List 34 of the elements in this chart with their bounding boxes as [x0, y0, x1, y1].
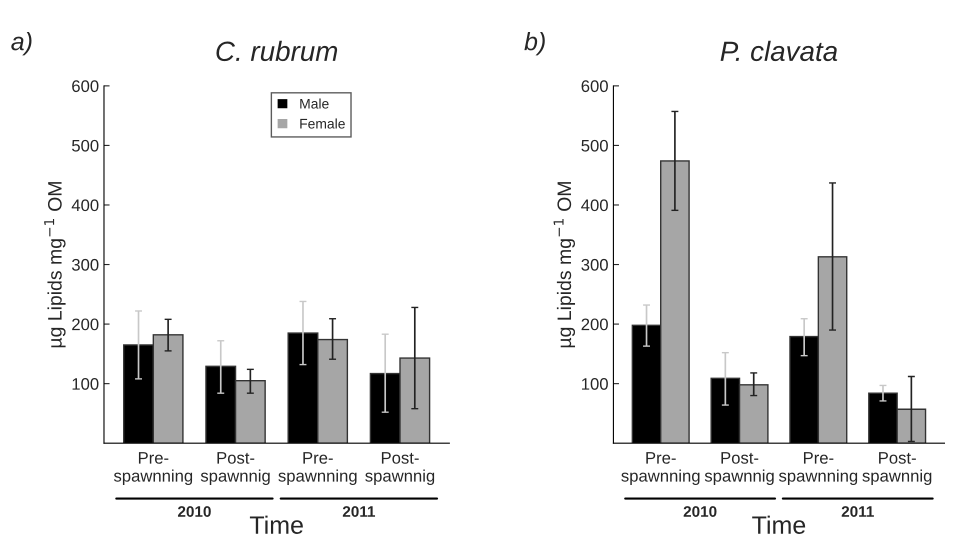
text: 2010: [178, 506, 211, 517]
legend-label: Male: [300, 98, 329, 109]
x-tick-label: Post- spawnnig: [704, 452, 774, 486]
y-axis-title: µg Lipids mg$^{−1}$ OM: [554, 182, 576, 348]
y-tick-label: 500: [581, 140, 608, 152]
y-tick-label: 300: [72, 258, 98, 271]
y-tick-label: 400: [581, 199, 608, 212]
text: 2011: [342, 506, 376, 517]
x-axis-title: Time: [250, 516, 303, 534]
x-tick-label: Pre- spawnning: [621, 452, 700, 486]
y-tick-label: 500: [72, 140, 98, 152]
chart-title: C. rubrum: [216, 40, 338, 62]
y-axis-title: µg Lipids mg$^{−1}$ OM: [44, 182, 66, 348]
legend-label: Female: [300, 118, 345, 129]
x-tick-label: Pre- spawnning: [778, 452, 858, 486]
chart-title: P. clavata: [720, 40, 838, 62]
x-tick-label: Pre- spawnning: [278, 452, 357, 486]
text: a): [11, 32, 32, 56]
y-tick-label: 100: [72, 378, 98, 390]
y-tick-label: 200: [582, 318, 608, 330]
text: 2011: [842, 506, 874, 517]
y-tick-label: 600: [582, 80, 608, 92]
y-tick-label: 400: [72, 199, 98, 212]
y-tick-label: 200: [72, 318, 98, 330]
text: b): [524, 32, 545, 56]
x-axis-title: Time: [752, 516, 806, 534]
x-tick-label: Post- spawnnig: [862, 452, 932, 486]
y-tick-label: 300: [581, 258, 608, 271]
x-tick-label: Pre- spawnning: [114, 452, 192, 486]
y-tick-label: 100: [582, 378, 608, 390]
y-tick-label: 600: [72, 80, 98, 92]
x-tick-label: Post- spawnnig: [200, 452, 270, 486]
x-tick-label: Post- spawnnig: [365, 452, 434, 486]
text: 2010: [684, 506, 716, 517]
